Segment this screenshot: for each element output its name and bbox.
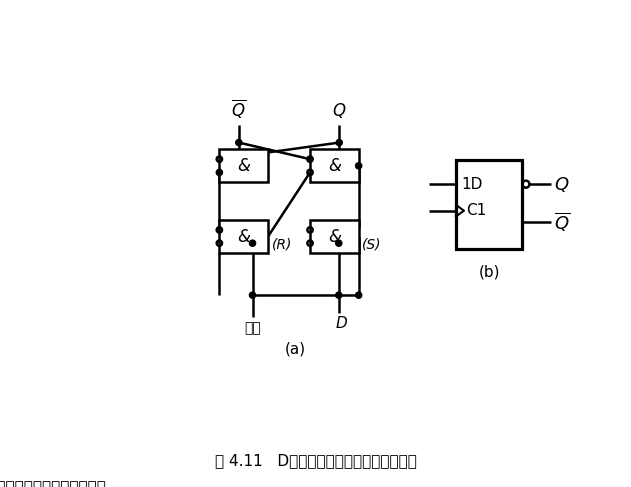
Text: C1: C1 — [466, 203, 486, 218]
Text: $\overline{Q}$: $\overline{Q}$ — [232, 97, 246, 120]
Circle shape — [336, 139, 342, 146]
Text: $Q$: $Q$ — [554, 175, 570, 194]
Text: $\overline{Q}$: $\overline{Q}$ — [554, 211, 570, 234]
Circle shape — [216, 169, 223, 175]
Text: (b): (b) — [478, 264, 500, 279]
Bar — [220, 220, 268, 253]
Text: 1D: 1D — [461, 177, 483, 192]
Text: 图 4.11   D触发器的逻辑电路图和逻辑符号: 图 4.11 D触发器的逻辑电路图和逻辑符号 — [0, 479, 106, 487]
Bar — [220, 149, 268, 182]
Text: (S): (S) — [362, 238, 382, 252]
Text: 图 4.11   D触发器的逻辑电路图和逻辑符号: 图 4.11 D触发器的逻辑电路图和逻辑符号 — [215, 453, 416, 468]
Text: &: & — [328, 157, 341, 175]
Circle shape — [249, 240, 256, 246]
Circle shape — [356, 163, 362, 169]
Text: &: & — [237, 227, 250, 245]
Text: &: & — [328, 227, 341, 245]
Text: D: D — [335, 317, 347, 331]
Circle shape — [236, 139, 242, 146]
Text: 时钟: 时钟 — [244, 321, 261, 335]
Bar — [310, 149, 358, 182]
Circle shape — [249, 292, 256, 298]
Bar — [456, 160, 522, 249]
Text: &: & — [237, 157, 250, 175]
Circle shape — [336, 240, 342, 246]
Text: $Q$: $Q$ — [332, 101, 346, 120]
Circle shape — [336, 292, 342, 298]
Text: (a): (a) — [285, 341, 306, 356]
Circle shape — [356, 292, 362, 298]
Text: (R): (R) — [271, 238, 292, 252]
Bar — [310, 220, 358, 253]
